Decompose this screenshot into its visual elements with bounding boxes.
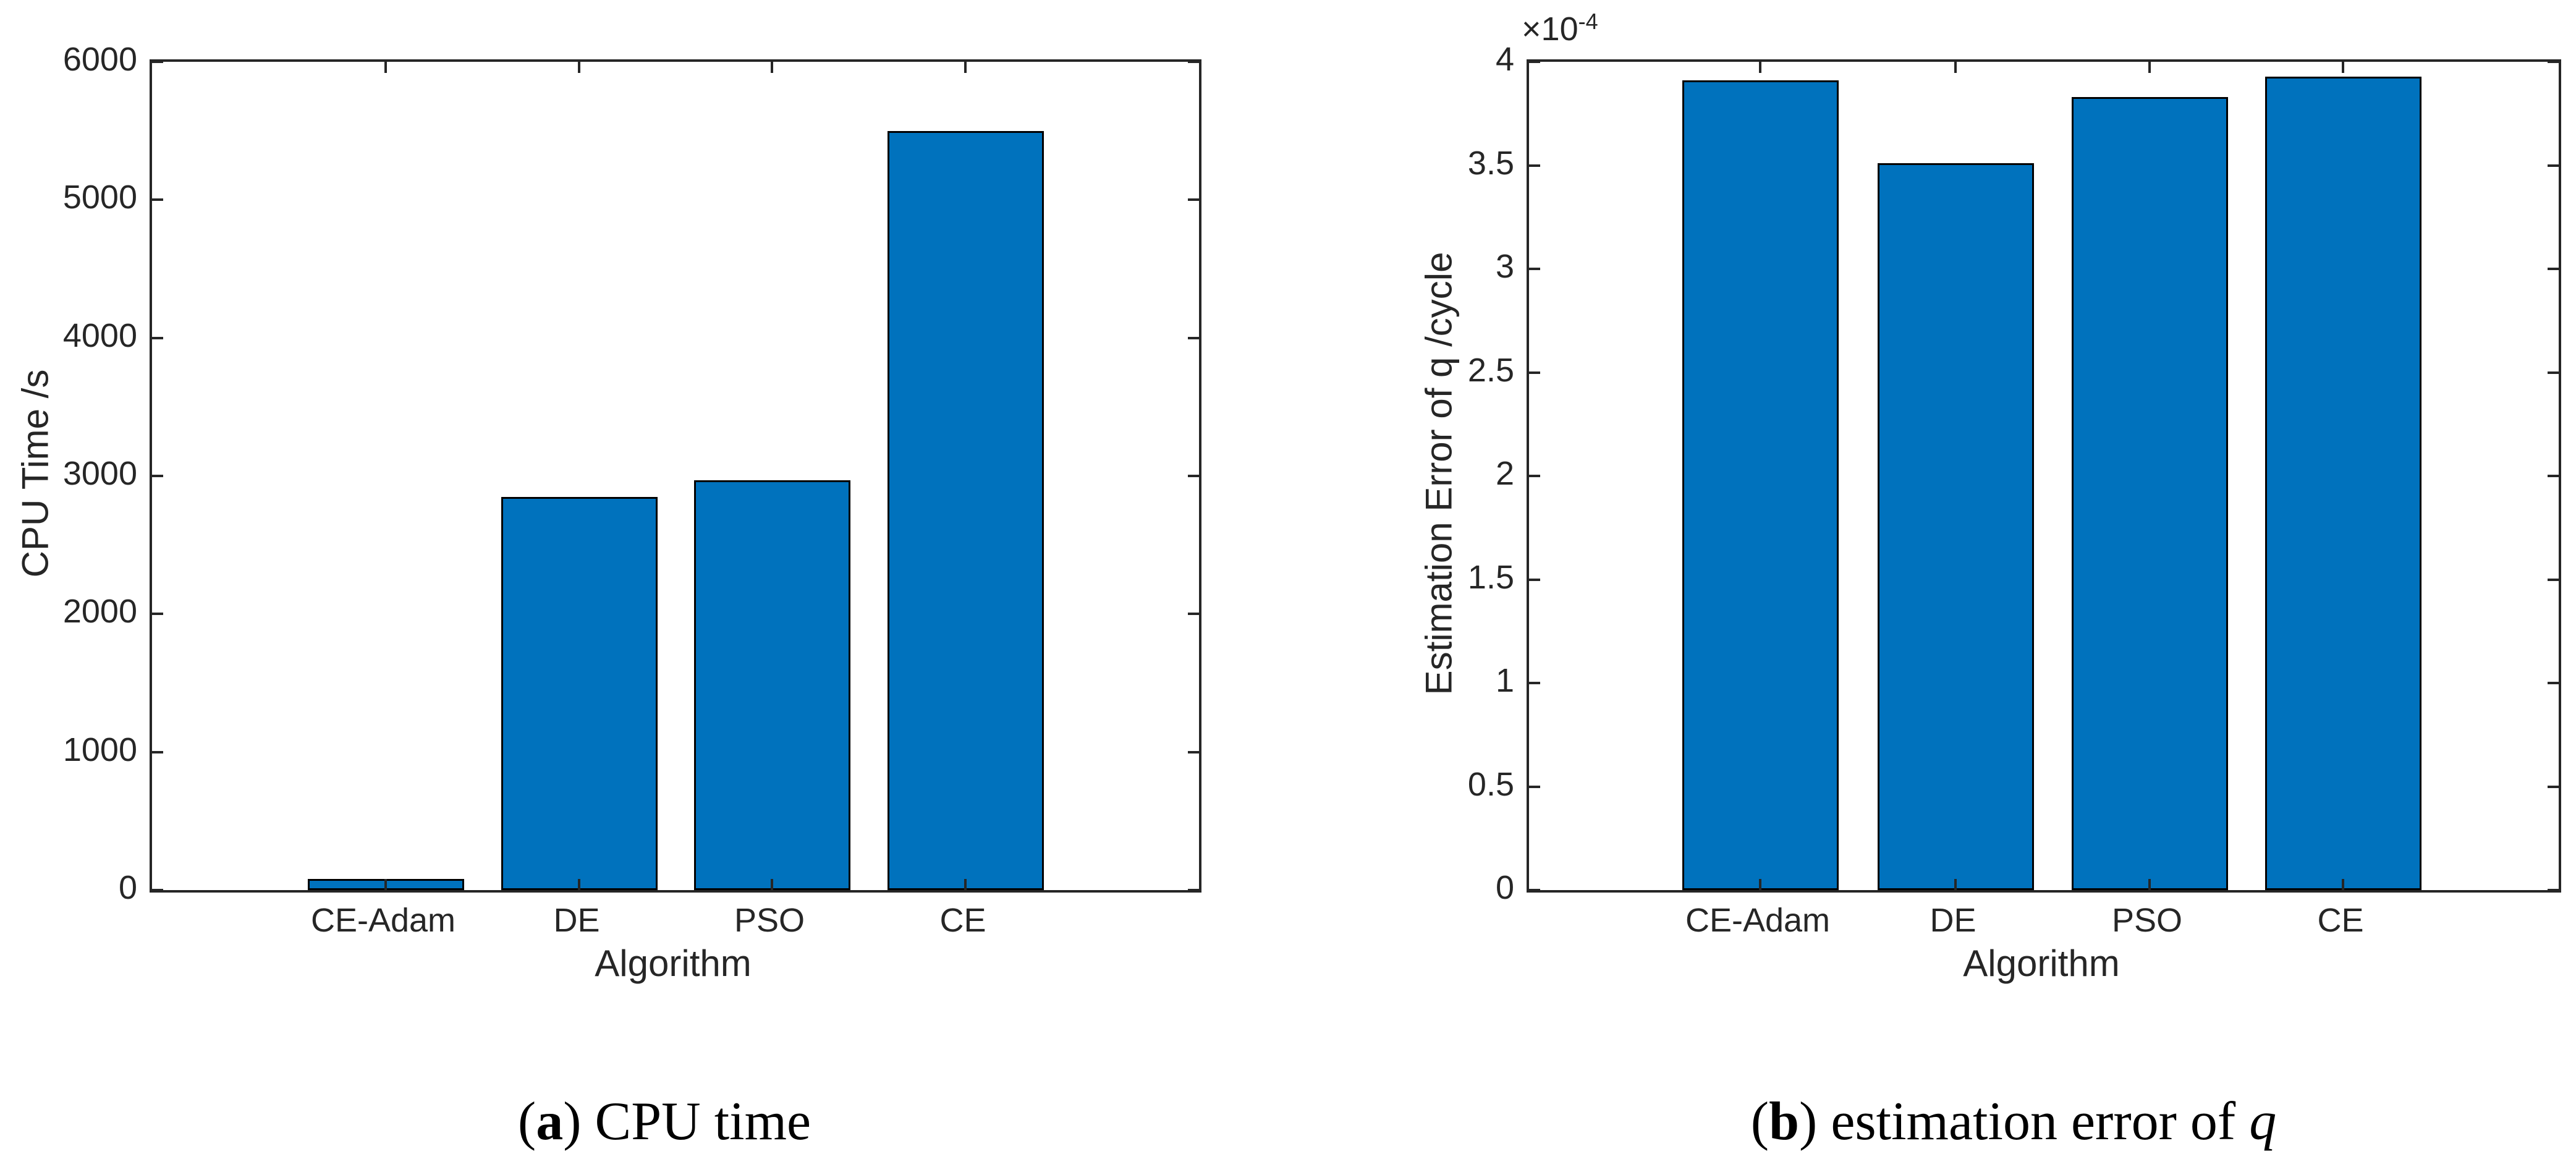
caption-a-letter: a [536,1092,564,1152]
y-tick-label-0: 0 [1495,869,1514,906]
caption-b-paren-open: ( [1750,1092,1769,1152]
y-tick-left-3.5 [1529,164,1540,167]
x-tick-top-ce [2342,62,2344,73]
x-tick-bottom-ce [2342,879,2344,890]
y-tick-right-3000 [1188,475,1199,477]
y-tick-left-2 [1529,475,1540,477]
y-tick-left-0.5 [1529,785,1540,788]
x-tick-top-ce [964,62,967,73]
x-tick-bottom-ce-adam [384,879,387,890]
x-tick-label-de: DE [553,902,600,939]
y-tick-right-2.5 [2548,371,2559,374]
x-tick-top-pso [2148,62,2151,73]
y-tick-label-6000: 6000 [62,41,137,78]
y-tick-label-2000: 2000 [62,593,137,630]
x-tick-bottom-pso [2148,879,2151,890]
caption-b-paren-close: ) [1799,1092,1831,1152]
y-tick-right-0.5 [2548,785,2559,788]
bar-de [501,496,658,890]
y-tick-label-0.5: 0.5 [1467,765,1514,803]
x-axis-label-b: Algorithm [1963,943,2120,984]
y-tick-right-0 [1188,889,1199,891]
caption-b-letter: b [1769,1092,1800,1152]
caption-a: (a) CPU time [518,1089,811,1155]
y-tick-left-5000 [152,198,163,202]
x-tick-label-pso: PSO [2111,902,2183,939]
y-tick-left-4000 [152,336,163,339]
plot-area-cpu-time [150,59,1201,893]
caption-a-text: CPU time [595,1092,811,1152]
y-tick-right-6000 [1188,61,1199,63]
caption-a-paren-close: ) [563,1092,595,1152]
y-tick-label-3000: 3000 [62,455,137,492]
caption-b-italic: q [2249,1092,2277,1152]
y-axis-multiplier: ×10-4 [1522,9,1598,48]
x-tick-bottom-de [1954,879,1957,890]
x-tick-bottom-de [578,879,580,890]
caption-b: (b) estimation error of q [1751,1089,2276,1155]
x-axis-label-a: Algorithm [595,943,752,984]
x-tick-label-ce-adam: CE-Adam [310,902,456,939]
y-tick-label-4000: 4000 [62,316,137,354]
y-tick-label-2: 2 [1495,455,1514,492]
y-tick-label-1: 1 [1495,662,1514,699]
y-tick-label-2.5: 2.5 [1467,351,1514,389]
x-tick-top-de [1954,62,1957,73]
bar-pso [2071,97,2228,890]
x-tick-top-ce-adam [384,62,387,73]
bar-de [1877,163,2034,890]
y-tick-left-6000 [152,61,163,63]
bar-ce [887,130,1044,890]
y-tick-right-3.5 [2548,164,2559,167]
x-tick-label-ce: CE [2317,902,2364,939]
y-tick-right-1000 [1188,750,1199,753]
y-tick-right-1.5 [2548,578,2559,581]
y-tick-label-3.5: 3.5 [1467,144,1514,182]
y-tick-right-4 [2548,61,2559,63]
bar-ce-adam [1682,80,1839,890]
y-tick-label-4: 4 [1495,41,1514,78]
y-tick-left-0 [1529,889,1540,891]
y-tick-left-1.5 [1529,578,1540,581]
y-tick-right-1 [2548,682,2559,684]
x-tick-label-de: DE [1930,902,1976,939]
y-tick-left-1000 [152,750,163,753]
y-tick-right-4000 [1188,336,1199,339]
y-tick-right-0 [2548,889,2559,891]
y-tick-label-0: 0 [118,869,137,906]
caption-a-paren-open: ( [517,1092,536,1152]
x-tick-label-ce-adam: CE-Adam [1685,902,1831,939]
y-tick-right-2000 [1188,613,1199,616]
y-tick-label-1.5: 1.5 [1467,558,1514,596]
x-tick-bottom-pso [771,879,773,890]
y-tick-label-5000: 5000 [62,179,137,216]
x-tick-top-ce-adam [1759,62,1761,73]
multiplier-base: ×10 [1522,11,1578,48]
x-tick-bottom-ce-adam [1759,879,1761,890]
multiplier-exponent: -4 [1578,9,1598,34]
y-tick-right-3 [2548,268,2559,270]
y-tick-right-5000 [1188,198,1199,202]
y-tick-left-3000 [152,475,163,477]
y-tick-left-0 [152,889,163,891]
plot-area-estimation-error [1527,59,2561,893]
x-tick-bottom-ce [964,879,967,890]
x-tick-label-ce: CE [939,902,986,939]
bar-ce [2265,76,2421,890]
y-tick-left-3 [1529,268,1540,270]
y-tick-label-1000: 1000 [62,731,137,768]
y-tick-right-2 [2548,475,2559,477]
x-tick-top-pso [771,62,773,73]
y-tick-left-2000 [152,613,163,616]
y-tick-left-4 [1529,61,1540,63]
bar-pso [693,480,850,890]
y-tick-left-1 [1529,682,1540,684]
y-tick-label-3: 3 [1495,248,1514,285]
y-tick-left-2.5 [1529,371,1540,374]
x-tick-label-pso: PSO [734,902,805,939]
x-tick-top-de [578,62,580,73]
caption-b-text: estimation error of [1831,1092,2250,1152]
